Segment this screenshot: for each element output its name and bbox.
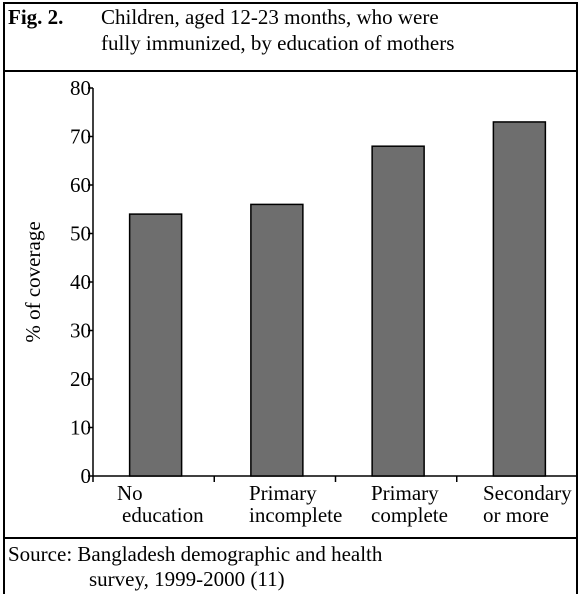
category-label: Secondary (483, 481, 572, 505)
bar (250, 203, 304, 477)
y-tick-label: 50 (70, 222, 91, 246)
y-tick-label: 40 (70, 270, 91, 294)
y-tick-label: 0 (81, 464, 92, 488)
figure-source: Source: Bangladesh demographic and healt… (8, 542, 382, 592)
caption-line-1: Children, aged 12-23 months, who were (101, 5, 439, 29)
y-tick-label: 20 (70, 367, 91, 391)
caption-rule (3, 70, 578, 72)
bar (128, 213, 183, 477)
figure-frame (3, 2, 578, 594)
figure-caption: Fig. 2. Children, aged 12-23 months, who … (8, 4, 454, 56)
y-tick-label: 80 (70, 76, 91, 100)
category-label: or more (483, 503, 549, 527)
source-line-1: Source: Bangladesh demographic and healt… (8, 542, 383, 566)
source-line-2: survey, 1999-2000 (11) (89, 567, 285, 591)
top-rule (3, 2, 578, 4)
category-label: complete (371, 503, 448, 527)
bar (492, 121, 547, 477)
category-label: No (117, 481, 143, 505)
y-tick-label: 10 (70, 416, 91, 440)
y-tick-label: 70 (70, 125, 91, 149)
figure-label: Fig. 2. (8, 5, 64, 29)
y-axis-label: % of coverage (21, 221, 45, 342)
category-label: education (122, 503, 204, 527)
category-label: incomplete (249, 503, 342, 527)
source-rule (3, 537, 578, 539)
y-tick-label: 60 (70, 173, 91, 197)
caption-line-2: fully immunized, by education of mothers (101, 31, 455, 55)
category-label: Primary (249, 481, 317, 505)
bar-chart: 0 10 20 30 40 50 60 70 80 % of coverage Noeducatio… (21, 76, 578, 527)
category-label: Primary (371, 481, 439, 505)
bar (371, 145, 425, 477)
y-tick-label: 30 (70, 319, 91, 343)
